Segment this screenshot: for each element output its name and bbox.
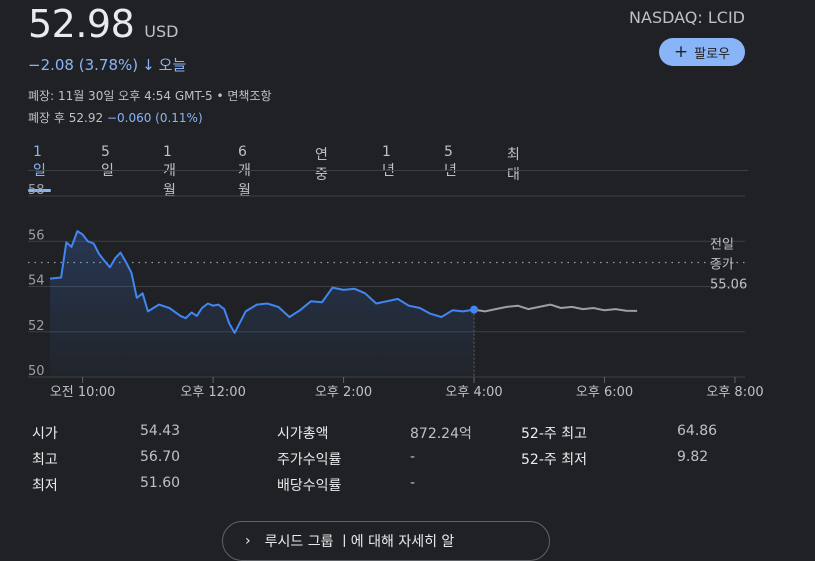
after-hours-line <box>473 303 638 313</box>
stat-value: 56.70 <box>140 449 181 465</box>
previous-close-value: 55.06 <box>710 278 747 293</box>
y-tick-label: 52 <box>28 319 45 334</box>
x-tick-label: 오후 12:00 <box>180 385 246 400</box>
regular-session-line <box>49 230 475 334</box>
stat-label: 최저 <box>32 478 58 494</box>
stat-value: - <box>410 475 416 491</box>
y-tick-label: 54 <box>28 274 45 289</box>
chevron-right-icon: › <box>245 533 251 549</box>
plus-icon: + <box>673 41 689 62</box>
tab-4[interactable]: 연중 <box>315 147 328 183</box>
stat-value: - <box>410 449 416 465</box>
after-hours-price: 폐장 후 52.92 <box>28 111 104 125</box>
arrow-down-icon: ↓ <box>142 55 155 74</box>
x-tick-label: 오후 6:00 <box>576 385 633 400</box>
stat-label: 52-주 최저 <box>521 452 587 468</box>
tab-2[interactable]: 1개월 <box>163 144 176 199</box>
tab-1[interactable]: 5일 <box>101 144 114 179</box>
learn-more-button[interactable]: › 루시드 그룹 ㅣ에 대해 자세히 알 <box>222 521 550 561</box>
change-value: −2.08 (3.78%) <box>28 55 139 74</box>
previous-close-label: 종가 <box>710 258 734 273</box>
x-tick-label: 오후 8:00 <box>706 385 763 400</box>
current-price: 52.98 <box>28 2 135 46</box>
tab-5[interactable]: 1년 <box>382 144 395 179</box>
ticker-symbol: NASDAQ: LCID <box>629 8 745 27</box>
x-tick-label: 오전 10:00 <box>50 385 116 400</box>
stat-value: 872.24억 <box>410 426 472 442</box>
follow-button[interactable]: + 팔로우 <box>659 38 745 66</box>
stat-value: 54.43 <box>140 423 181 439</box>
stat-value: 9.82 <box>677 449 709 465</box>
after-hours-change: −0.060 (0.11%) <box>106 111 203 125</box>
stat-label: 배당수익률 <box>277 478 342 494</box>
change-period: 오늘 <box>158 56 187 74</box>
stat-value: 64.86 <box>677 423 718 439</box>
close-point <box>470 305 479 314</box>
tab-0[interactable]: 1일 <box>28 144 51 192</box>
after-hours-info: 폐장 후 52.92 −0.060 (0.11%) <box>28 109 203 126</box>
price-change: −2.08 (3.78%) ↓ 오늘 <box>28 54 186 75</box>
tab-7[interactable]: 최대 <box>507 147 520 183</box>
y-tick-label: 56 <box>28 228 45 243</box>
follow-label: 팔로우 <box>694 46 731 62</box>
stat-value: 51.60 <box>140 475 181 491</box>
x-tick-label: 오후 4:00 <box>445 385 502 400</box>
close-info: 폐장: 11월 30일 오후 4:54 GMT-5 • 면책조항 <box>28 89 272 103</box>
stat-label: 주가수익률 <box>277 452 342 468</box>
price-row: 52.98 USD <box>28 2 178 46</box>
stat-label: 시가 <box>32 426 58 442</box>
previous-close-label: 전일 <box>710 238 734 253</box>
stat-label: 52-주 최고 <box>521 426 587 442</box>
y-tick-label: 50 <box>28 364 45 379</box>
learn-more-label: 루시드 그룹 ㅣ에 대해 자세히 알 <box>264 534 455 550</box>
stat-label: 최고 <box>32 452 58 468</box>
tab-3[interactable]: 6개월 <box>238 144 251 199</box>
currency-label: USD <box>144 22 179 41</box>
y-tick-label: 58 <box>28 183 45 198</box>
stat-label: 시가총액 <box>277 426 329 442</box>
tab-6[interactable]: 5년 <box>444 144 457 179</box>
tabs-divider <box>28 170 748 171</box>
x-tick-label: 오후 2:00 <box>315 385 372 400</box>
